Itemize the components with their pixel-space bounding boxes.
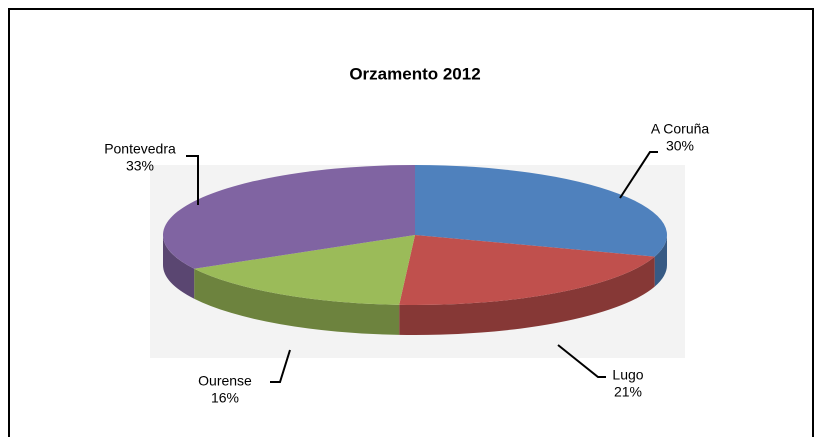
data-label-value: 21% (614, 384, 642, 400)
leader-line (270, 349, 291, 383)
data-label-value: 16% (211, 390, 239, 406)
data-label-name: Lugo (612, 367, 643, 383)
leader-line (557, 344, 606, 378)
data-label-value: 30% (666, 138, 694, 154)
chart-title: Orzamento 2012 (349, 64, 480, 83)
data-label-value: 33% (126, 158, 154, 174)
slice-side (163, 235, 195, 299)
data-label-name: Ourense (198, 373, 252, 389)
leader-line (619, 151, 658, 199)
slice (194, 235, 415, 305)
slice (163, 165, 415, 269)
data-label-name: Pontevedra (104, 141, 176, 157)
slice-side (194, 268, 400, 335)
leader-line (186, 155, 199, 205)
data-label-name: A Coruña (651, 121, 710, 137)
slice-side (399, 256, 655, 335)
slice (415, 165, 667, 257)
slice (399, 235, 655, 306)
slice-side (654, 235, 667, 287)
